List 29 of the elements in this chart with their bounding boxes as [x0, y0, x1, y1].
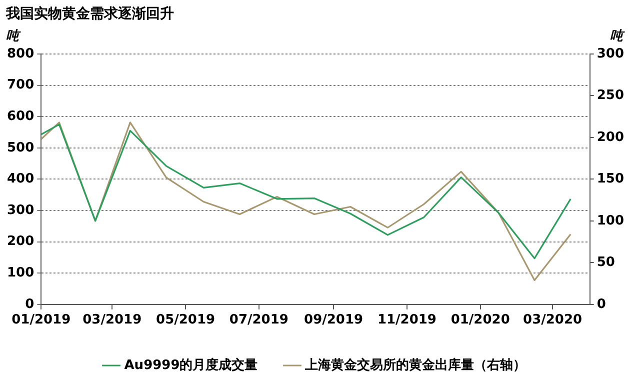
- y2-tick-label: 100: [596, 213, 624, 228]
- y2-axis-title: 吨: [610, 29, 625, 44]
- y-tick-label: 200: [6, 234, 34, 250]
- x-tick-label: 01/2019: [12, 312, 71, 328]
- y-tick-label: 300: [6, 202, 34, 218]
- chart-title: 我国实物黄金需求逐渐回升: [5, 5, 174, 22]
- y-tick-label: 400: [6, 172, 34, 187]
- legend-label: 上海黄金交易所的黄金出库量（右轴）: [304, 356, 526, 373]
- x-tick-label: 01/2020: [450, 312, 510, 328]
- x-tick-label: 07/2019: [229, 312, 288, 328]
- y2-tick-label: 150: [596, 172, 624, 187]
- y-tick-label: 100: [6, 265, 34, 280]
- y-tick-label: 800: [6, 46, 34, 62]
- x-tick-label: 11/2019: [377, 312, 436, 328]
- legend-label: Au9999的月度成交量: [124, 356, 258, 373]
- x-tick-label: 05/2019: [156, 312, 216, 328]
- x-tick-label: 09/2019: [304, 312, 364, 328]
- x-tick-label: 03/2019: [82, 312, 142, 328]
- y-tick-label: 700: [6, 78, 34, 93]
- x-tick-label: 03/2020: [523, 312, 582, 328]
- y2-tick-label: 50: [596, 255, 615, 270]
- y-tick-label: 600: [6, 108, 34, 124]
- y2-tick-label: 200: [596, 130, 624, 145]
- y2-tick-label: 300: [596, 46, 624, 62]
- y-tick-label: 0: [25, 296, 34, 312]
- y2-tick-label: 0: [596, 296, 606, 312]
- y-axis-title: 吨: [6, 29, 21, 44]
- y2-tick-label: 250: [596, 88, 624, 104]
- y-tick-label: 500: [6, 140, 34, 156]
